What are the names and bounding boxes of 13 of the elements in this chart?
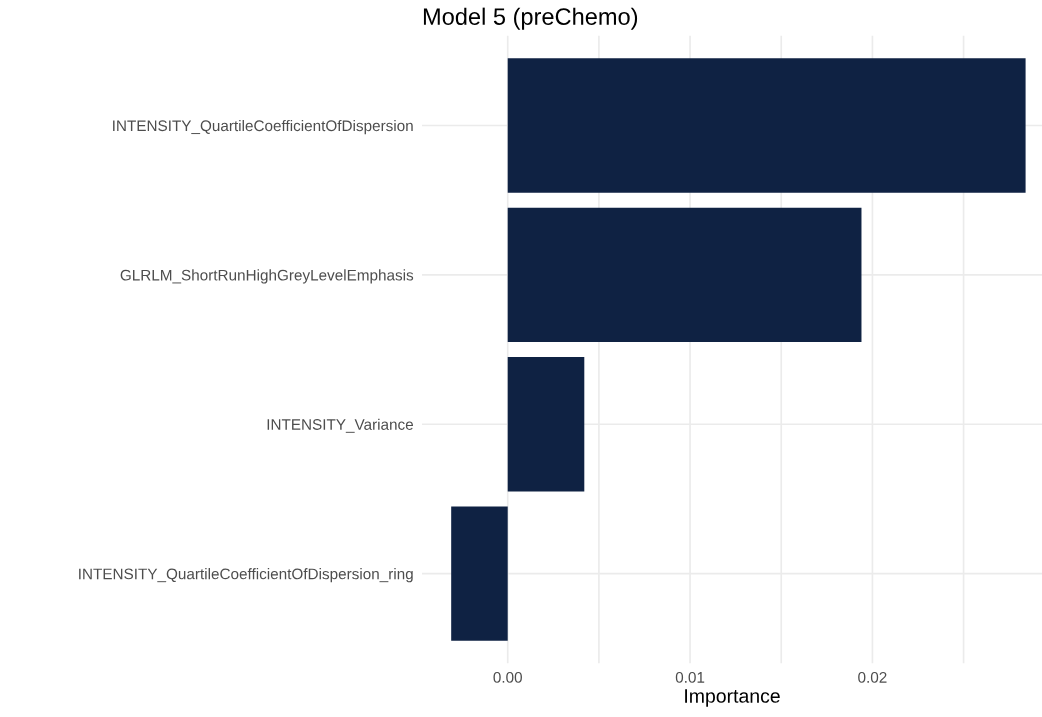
bar [507,58,1026,193]
x-tick-label: 0.01 [675,671,705,683]
x-tick-label: 0.00 [493,671,522,683]
bar [507,207,862,343]
y-tick-label: INTENSITY_QuartileCoefficientOfDispersion_ring [79,568,413,583]
y-tick-label: INTENSITY_QuartileCoefficientOfDispersion [113,119,413,135]
x-axis-title: Importance [685,689,780,707]
x-tick-label: 0.02 [858,671,887,683]
y-tick-label: GLRLM_ShortRunHighGreyLevelEmphasis [120,269,414,284]
chart-title: Model 5 (preChemo) [423,7,638,30]
bar [507,357,585,492]
bar [451,506,508,641]
y-tick-label: INTENSITY_Variance [267,418,413,433]
